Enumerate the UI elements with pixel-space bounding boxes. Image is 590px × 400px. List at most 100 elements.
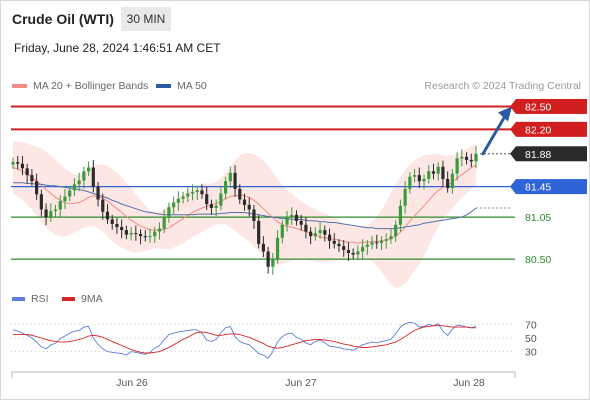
candle-body [134, 233, 138, 235]
candle-body [181, 196, 185, 199]
time-axis-label-jun-28: Jun 28 [453, 377, 485, 389]
candle-body [285, 217, 289, 225]
candle-body [460, 156, 464, 159]
candle-body [120, 227, 124, 231]
candle-body [361, 246, 365, 252]
candle-body [110, 219, 114, 224]
candle-body [389, 236, 393, 240]
candle-body [441, 166, 445, 179]
candle-body [138, 233, 143, 237]
forecast-arrow [481, 106, 512, 156]
legend-ma50-label: MA 50 [177, 80, 207, 92]
level-tag-pointer-81-88 [510, 146, 516, 162]
candle-body [252, 209, 256, 221]
chart-datetime: Friday, June 28, 2024 1:46:51 AM CET [14, 41, 221, 55]
candle-body [35, 181, 39, 195]
candle-body [337, 243, 341, 247]
legend-ma50: MA 50 [156, 80, 207, 92]
candle-body [153, 231, 157, 237]
candle-body [280, 224, 284, 238]
level-label-82-50: 82.50 [525, 101, 551, 113]
candle-body [379, 240, 384, 244]
candle-body [431, 171, 436, 174]
candle-body [455, 158, 459, 174]
forecast-arrow-head [498, 106, 512, 122]
candle-body [63, 196, 67, 202]
candle-body [44, 209, 48, 218]
candle-body [375, 242, 379, 244]
candle-body [214, 205, 218, 208]
candle-body [403, 188, 407, 206]
level-tag-pointer-81-45 [510, 179, 516, 195]
candle-body [91, 167, 95, 187]
candle-body [157, 228, 162, 232]
candle-body [205, 194, 209, 205]
candle-body [224, 181, 228, 194]
candle-body [417, 175, 421, 182]
level-tag-82-50 [516, 98, 587, 114]
legend-rsi-label: RSI [31, 293, 49, 305]
candle-body [398, 205, 403, 225]
candle-body [365, 244, 369, 247]
support-resistance-levels [11, 105, 515, 260]
candle-body [464, 156, 469, 160]
candle-body [261, 243, 265, 252]
candle-body [77, 180, 81, 185]
legend-ma9-swatch [62, 297, 75, 301]
candle-body [238, 188, 242, 200]
candle-body [446, 178, 450, 189]
candle-body [351, 252, 355, 255]
candle-body [304, 224, 308, 232]
candle-body [129, 233, 133, 235]
level-label-81-05: 81.05 [525, 212, 551, 224]
legend-bollinger: MA 20 + Bollinger Bands [12, 80, 148, 92]
ma50-line [13, 182, 477, 230]
candle-body [148, 236, 152, 238]
candle-body [86, 167, 91, 172]
candle-body [209, 204, 214, 208]
candle-body [49, 211, 53, 218]
rsi-tick-50: 50 [525, 333, 537, 345]
rsi-ma9-line [13, 324, 476, 354]
candle-body [233, 172, 237, 189]
legend-ma9-label: 9MA [81, 293, 103, 305]
level-label-81-45: 81.45 [525, 182, 551, 194]
level-label-80-50: 80.50 [525, 254, 551, 266]
candle-body [20, 163, 25, 169]
candle-body [39, 194, 43, 210]
candle-body [299, 220, 303, 225]
candle-body [195, 190, 199, 192]
timeframe-badge[interactable]: 30 MIN [121, 7, 171, 31]
candle-body [176, 198, 180, 203]
bollinger-band [13, 140, 476, 289]
candle-body [342, 246, 346, 250]
candle-body [72, 184, 77, 191]
candle-body [394, 224, 398, 237]
level-labels: 82.50 82.20 81.88 81.45 81.05 80.50 [510, 98, 587, 266]
level-tag-82-20 [516, 121, 587, 137]
candle-body [346, 249, 351, 253]
candle-body [186, 193, 190, 197]
time-axis-label-jun-26: Jun 26 [116, 377, 148, 389]
candle-body [105, 211, 110, 220]
candle-body [290, 214, 294, 218]
candle-body [294, 214, 299, 221]
legend-ma50-swatch [156, 84, 171, 88]
rsi-tick-70: 70 [525, 319, 537, 331]
forecast-arrow-shaft [481, 112, 508, 156]
candle-body [68, 190, 72, 197]
candle-body [323, 230, 327, 235]
legend-bollinger-label: MA 20 + Bollinger Bands [33, 80, 149, 92]
candle-body [427, 171, 431, 179]
instrument-title: Crude Oil (WTI) [12, 11, 114, 27]
candle-body [327, 234, 332, 241]
research-credit: Research © 2024 Trading Central [424, 80, 581, 92]
candle-body [266, 251, 270, 267]
level-label-81-88: 81.88 [525, 149, 551, 161]
candle-body [16, 162, 20, 164]
level-tag-pointer-82-50 [510, 98, 516, 114]
candle-body [11, 162, 15, 165]
candle-body [30, 175, 34, 182]
candle-body [96, 186, 100, 200]
